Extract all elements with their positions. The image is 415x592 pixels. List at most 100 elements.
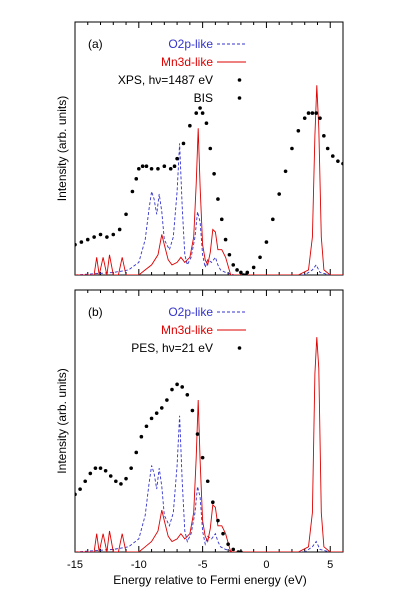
- data-point-bis: [325, 146, 330, 151]
- y-axis-label: Intensity (arb. units): [55, 368, 69, 473]
- data-point-pes-h-21-ev: [88, 471, 93, 476]
- data-point-xps-h-1487-ev: [130, 189, 135, 194]
- legend-entry: XPS, hν=1487 eV: [118, 73, 242, 87]
- data-point-pes-h-21-ev: [200, 455, 205, 460]
- data-point-bis: [314, 111, 319, 115]
- data-point-pes-h-21-ev: [119, 482, 123, 486]
- data-point-xps-h-1487-ev: [181, 141, 186, 146]
- data-point-bis: [341, 161, 343, 166]
- data-point-xps-h-1487-ev: [79, 240, 84, 244]
- data-point-pes-h-21-ev: [170, 387, 174, 392]
- series-line-mn3d-like: [75, 85, 343, 275]
- data-point-xps-h-1487-ev: [198, 106, 202, 110]
- data-point-xps-h-1487-ev: [239, 270, 243, 275]
- legend-entry: Mn3d-like: [161, 323, 246, 337]
- data-point-bis: [322, 134, 326, 138]
- data-point-xps-h-1487-ev: [124, 212, 128, 217]
- data-point-pes-h-21-ev: [134, 450, 139, 455]
- data-point-xps-h-1487-ev: [219, 217, 224, 222]
- panel-a: Intensity (arb. units) (a) O2p-like Mn3d-li…: [55, 21, 344, 276]
- data-point-bis: [290, 146, 294, 151]
- x-axis-label: Energy relative to Fermi energy (eV): [113, 573, 306, 587]
- legend-entry: O2p-like: [168, 305, 246, 319]
- plot-area: [75, 337, 343, 552]
- data-point-pes-h-21-ev: [124, 476, 128, 481]
- series-line-mn3d-like: [75, 337, 343, 552]
- data-point-xps-h-1487-ev: [200, 111, 205, 115]
- data-point-xps-h-1487-ev: [188, 123, 192, 128]
- legend-label: Mn3d-like: [161, 323, 213, 337]
- data-point-pes-h-21-ev: [216, 518, 220, 523]
- data-point-pes-h-21-ev: [239, 550, 243, 552]
- legend-entry: PES, hν=21 eV: [131, 341, 242, 355]
- data-point-bis: [271, 217, 275, 222]
- data-point-xps-h-1487-ev: [111, 232, 116, 237]
- legend-marker: [237, 78, 242, 82]
- legend-entry: O2p-like: [168, 37, 246, 51]
- data-point-pes-h-21-ev: [144, 424, 149, 429]
- data-point-xps-h-1487-ev: [175, 156, 179, 161]
- plot-frame: [74, 21, 344, 276]
- data-point-xps-h-1487-ev: [216, 197, 220, 201]
- data-point-pes-h-21-ev: [185, 393, 190, 397]
- panel-label: (b): [88, 305, 103, 319]
- data-point-pes-h-21-ev: [98, 466, 103, 470]
- plot-area: [75, 85, 343, 275]
- data-point-pes-h-21-ev: [139, 434, 144, 439]
- data-point-xps-h-1487-ev: [75, 242, 77, 247]
- data-point-xps-h-1487-ev: [168, 166, 173, 171]
- data-point-pes-h-21-ev: [165, 398, 169, 402]
- data-point-bis: [318, 116, 322, 120]
- data-point-bis: [258, 255, 262, 260]
- data-point-bis: [283, 169, 288, 174]
- panel-label: (a): [88, 37, 103, 51]
- data-point-xps-h-1487-ev: [162, 164, 167, 169]
- data-point-bis: [302, 116, 307, 120]
- legend-entry: Mn3d-like: [161, 55, 246, 69]
- data-point-bis: [264, 240, 269, 244]
- legend-marker: [237, 96, 242, 100]
- data-point-xps-h-1487-ev: [212, 172, 216, 176]
- series-line-o2p-like: [75, 143, 343, 275]
- plot-frame: [74, 289, 344, 553]
- data-point-pes-h-21-ev: [231, 547, 236, 552]
- data-point-xps-h-1487-ev: [137, 166, 141, 171]
- legend-label: O2p-like: [168, 37, 213, 51]
- legend-label: Mn3d-like: [161, 55, 213, 69]
- data-point-pes-h-21-ev: [78, 487, 82, 491]
- data-point-pes-h-21-ev: [205, 479, 210, 484]
- data-point-xps-h-1487-ev: [156, 166, 160, 171]
- legend-label: PES, hν=21 eV: [131, 341, 213, 355]
- data-point-xps-h-1487-ev: [231, 263, 236, 267]
- data-point-xps-h-1487-ev: [140, 164, 145, 169]
- data-point-xps-h-1487-ev: [117, 227, 122, 232]
- x-tick-label: 5: [327, 559, 333, 571]
- data-point-bis: [296, 128, 301, 133]
- data-point-pes-h-21-ev: [175, 382, 179, 387]
- panel-b: -15 -10 -5 0 5 Intensity (arb. units) (b) O2p-l…: [55, 289, 344, 571]
- data-point-xps-h-1487-ev: [85, 237, 90, 242]
- data-point-xps-h-1487-ev: [208, 146, 213, 151]
- legend-label: O2p-like: [168, 305, 213, 319]
- data-point-pes-h-21-ev: [211, 500, 215, 505]
- data-point-pes-h-21-ev: [190, 408, 195, 413]
- data-point-xps-h-1487-ev: [134, 177, 139, 181]
- data-point-xps-h-1487-ev: [172, 164, 177, 169]
- data-point-xps-h-1487-ev: [204, 121, 209, 125]
- data-point-pes-h-21-ev: [93, 466, 98, 470]
- data-point-xps-h-1487-ev: [223, 237, 228, 242]
- data-point-pes-h-21-ev: [180, 385, 184, 389]
- series-line-o2p-like: [75, 415, 343, 552]
- x-tick-label: -5: [198, 559, 208, 571]
- data-point-xps-h-1487-ev: [235, 268, 239, 272]
- data-point-pes-h-21-ev: [114, 479, 118, 484]
- data-point-xps-h-1487-ev: [149, 166, 154, 171]
- data-point-bis: [277, 192, 281, 196]
- data-point-pes-h-21-ev: [83, 479, 88, 484]
- x-tick-label: 0: [263, 559, 269, 571]
- data-point-pes-h-21-ev: [159, 406, 164, 410]
- legend-label: BIS: [194, 91, 213, 105]
- data-point-pes-h-21-ev: [149, 416, 154, 421]
- data-point-pes-h-21-ev: [221, 531, 225, 536]
